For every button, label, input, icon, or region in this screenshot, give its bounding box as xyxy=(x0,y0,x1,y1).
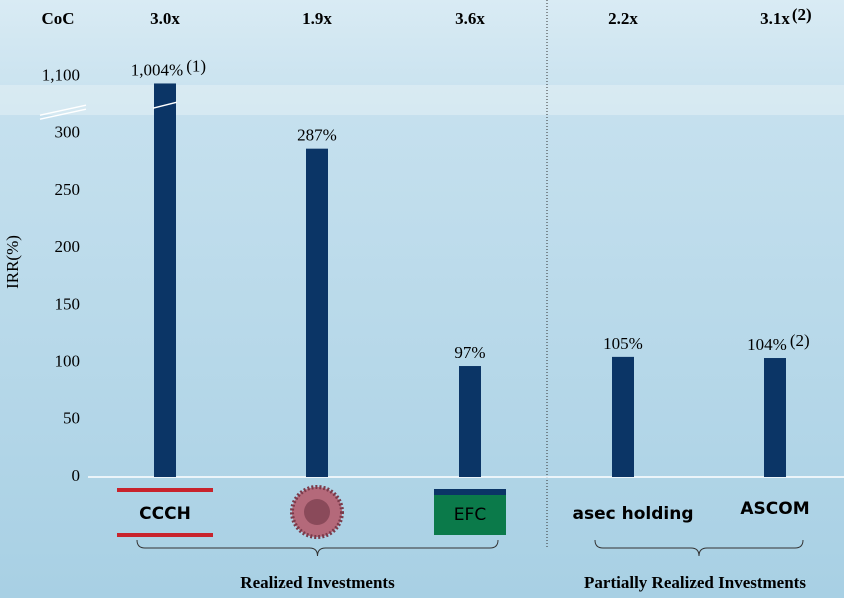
category-label: asec holding xyxy=(573,504,694,524)
y-tick-label: 1,100 xyxy=(42,66,80,85)
y-tick-label: 150 xyxy=(55,294,81,313)
bar xyxy=(612,356,634,477)
group-label: Realized Investments xyxy=(240,573,395,592)
bar xyxy=(459,366,481,477)
y-tick-label: 50 xyxy=(63,409,80,428)
y-tick-label: 250 xyxy=(55,180,81,199)
logo xyxy=(434,489,506,495)
value-label: 1,004% xyxy=(131,60,183,79)
coc-value: 2.2x xyxy=(608,9,638,28)
coc-value: 3.1x xyxy=(760,9,790,28)
footnote-mark: (1) xyxy=(186,56,206,75)
bar-break xyxy=(152,101,178,109)
y-tick-label: 0 xyxy=(72,466,81,485)
y-tick-label: 100 xyxy=(55,352,81,371)
axis-break xyxy=(39,108,87,120)
category-label: ASCOM xyxy=(740,499,809,519)
axis-break xyxy=(39,104,87,116)
value-label: 287% xyxy=(297,126,337,145)
logo-bar xyxy=(117,533,213,537)
value-label: 105% xyxy=(603,334,643,353)
value-label: 104% xyxy=(747,335,787,354)
y-tick-label: 300 xyxy=(55,123,81,142)
logo-bar xyxy=(117,488,213,492)
group-label: Partially Realized Investments xyxy=(584,573,806,592)
y-axis-label: IRR(%) xyxy=(3,235,22,289)
category-label: EFC xyxy=(454,505,486,525)
category-label: CCCH xyxy=(139,504,191,524)
logo xyxy=(304,499,330,525)
background-haze xyxy=(0,85,844,115)
coc-value: 1.9x xyxy=(302,9,332,28)
y-tick-label: 200 xyxy=(55,237,81,256)
bar xyxy=(764,358,786,477)
value-label: 97% xyxy=(454,343,485,362)
logo xyxy=(434,489,506,535)
group-brace xyxy=(136,539,499,557)
bar xyxy=(306,148,328,477)
group-brace xyxy=(594,539,804,557)
coc-value: 3.0x xyxy=(150,9,180,28)
coc-label: CoC xyxy=(41,9,74,28)
bar xyxy=(154,83,176,478)
footnote-mark: (2) xyxy=(790,331,810,350)
footnote-mark: (2) xyxy=(792,5,812,24)
coc-value: 3.6x xyxy=(455,9,485,28)
